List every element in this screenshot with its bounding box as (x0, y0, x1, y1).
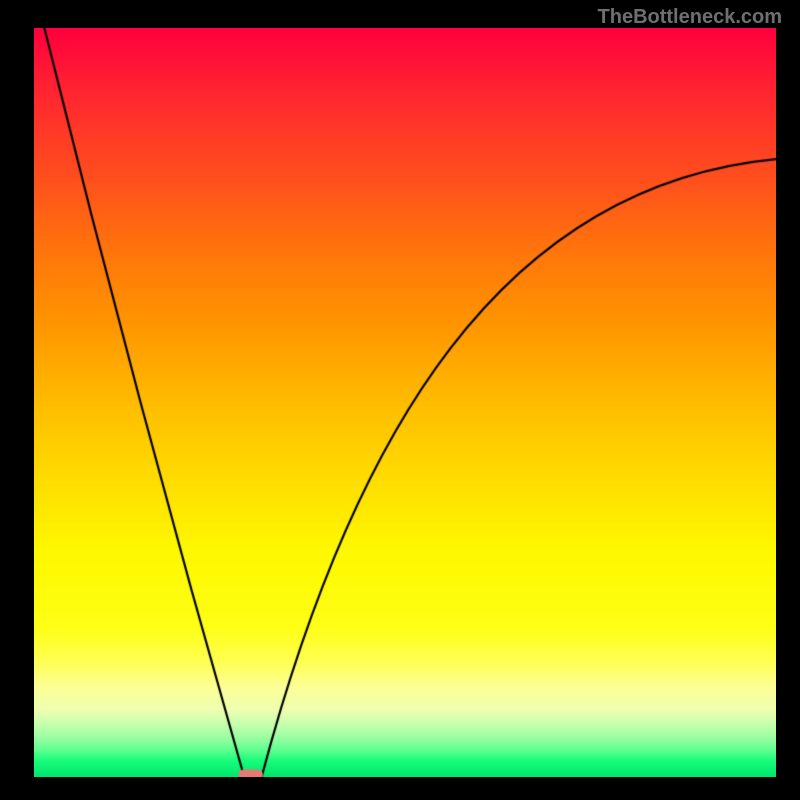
optimum-marker (34, 28, 776, 777)
watermark-text: TheBottleneck.com (598, 6, 782, 29)
chart-container: TheBottleneck.com (0, 0, 800, 800)
